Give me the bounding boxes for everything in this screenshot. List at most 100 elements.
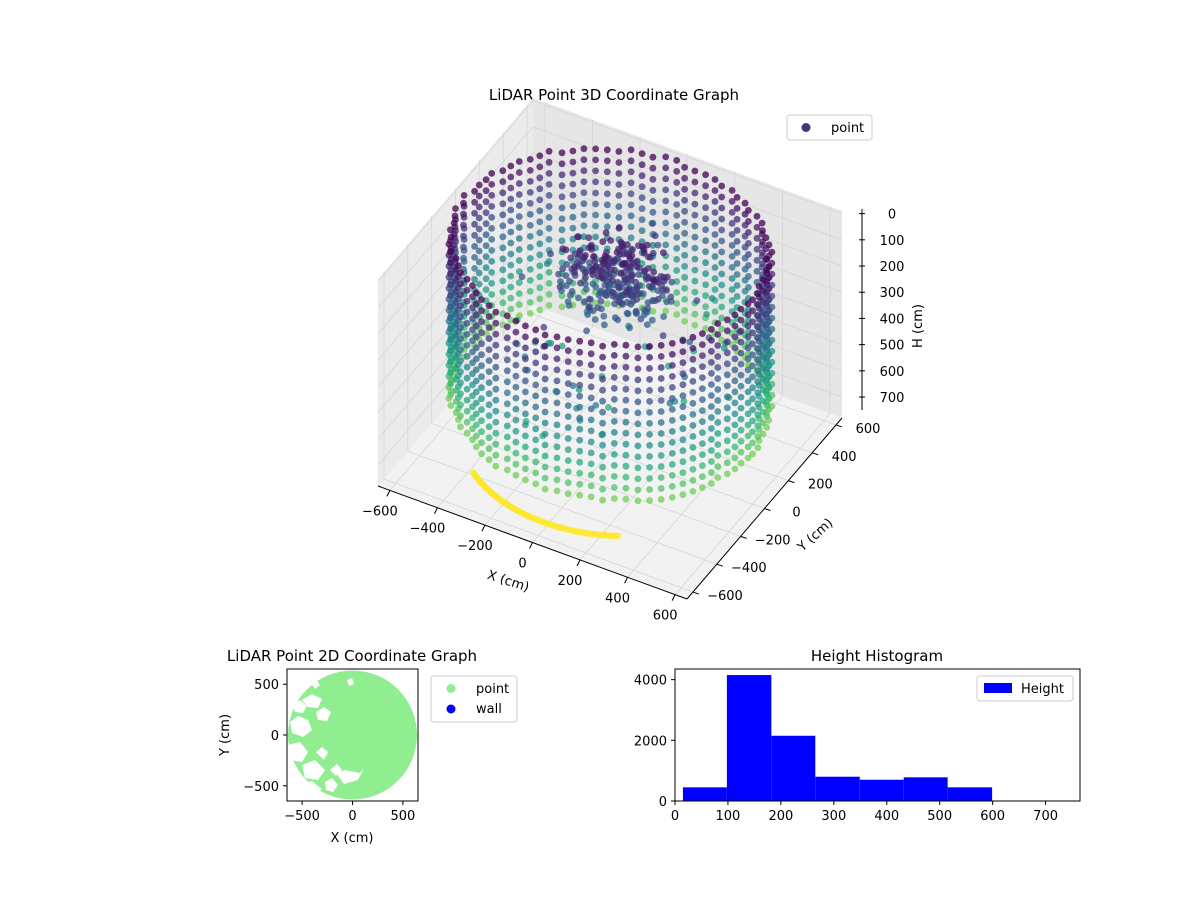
lidar-point (733, 194, 741, 201)
lidar-point (634, 354, 642, 362)
lidar-point (447, 402, 455, 409)
lidar-point (691, 200, 699, 208)
lidar-point (576, 370, 584, 378)
lidar-point (592, 178, 599, 186)
lidar-point (634, 431, 642, 439)
lidar-point (699, 374, 706, 381)
lidar-point (447, 347, 455, 354)
lidar-point (681, 229, 688, 237)
lidar-point (660, 277, 668, 285)
lidar-point (576, 447, 584, 455)
lidar-point (711, 242, 719, 249)
lidar-point (660, 249, 667, 257)
lidar-point (662, 230, 670, 238)
lidar-point (507, 206, 515, 214)
lidar-point (635, 271, 642, 278)
lidar-point (668, 373, 676, 380)
lidar-point (648, 220, 656, 227)
lidar-point (702, 226, 709, 234)
lidar-point (488, 214, 496, 221)
lidar-point (657, 419, 665, 426)
lidar-point (587, 449, 595, 457)
lidar-point (447, 270, 455, 277)
x-axis-label-2d: X (cm) (331, 831, 374, 846)
lidar-point (649, 307, 657, 315)
lidar-point (499, 244, 507, 252)
lidar-point (681, 174, 688, 182)
lidar-point (472, 399, 480, 407)
lidar-point (472, 410, 480, 418)
lidar-point (478, 384, 485, 392)
lidar-point (605, 404, 612, 411)
lidar-point (626, 254, 634, 262)
lidar-point (503, 367, 511, 375)
histogram-bar (682, 787, 727, 801)
x-tick (671, 594, 676, 601)
lidar-point (718, 314, 726, 322)
lidar-point (532, 370, 540, 378)
lidar-point (457, 302, 464, 310)
lidar-point (463, 297, 471, 305)
lidar-point (507, 162, 515, 170)
lidar-point (587, 405, 595, 413)
lidar-point (526, 178, 534, 185)
lidar-point (649, 175, 657, 183)
x-tick (386, 490, 391, 497)
lidar-point (545, 158, 553, 166)
lidar-point (679, 425, 687, 433)
lidar-point (482, 198, 490, 206)
lidar-point (463, 352, 471, 360)
lidar-point (702, 303, 709, 311)
lidar-point (615, 214, 623, 221)
lidar-point (759, 375, 767, 383)
lidar-point (541, 452, 549, 460)
lidar-point (463, 275, 471, 283)
lidar-point (718, 270, 726, 278)
lidar-point (754, 367, 762, 375)
lidar-point (646, 254, 654, 261)
scatter-3d-plot: LiDAR Point 3D Coordinate Graph −600 −400… (362, 86, 926, 624)
lidar-point (679, 447, 687, 455)
lidar-point (499, 266, 507, 274)
lidar-point (564, 336, 572, 343)
lidar-point (668, 417, 676, 424)
lidar-point (745, 284, 752, 291)
grid-line (407, 450, 717, 565)
lidar-point (689, 389, 697, 396)
lidar-point (499, 222, 507, 230)
lidar-point (711, 275, 719, 282)
lidar-point (536, 196, 544, 204)
lidar-point (594, 304, 602, 311)
lidar-point (699, 440, 706, 447)
lidar-point (689, 466, 697, 473)
lidar-point (728, 231, 736, 238)
lidar-point (657, 375, 665, 382)
lidar-point (723, 437, 731, 445)
lidar-point (507, 294, 515, 302)
lidar-point (532, 447, 540, 455)
lidar-point (728, 242, 736, 249)
x-tick-label-histogram: 100 (716, 809, 741, 824)
lidar-point (662, 219, 670, 227)
lidar-point (689, 400, 697, 407)
empty-region (302, 760, 325, 780)
lidar-point (488, 181, 496, 188)
lidar-point (723, 448, 731, 456)
lidar-point (512, 427, 520, 435)
lidar-point (553, 476, 561, 484)
lidar-point (499, 288, 507, 296)
x-tick-label-3d: 400 (605, 591, 630, 606)
lidar-point (733, 205, 741, 212)
lidar-point (744, 311, 752, 319)
z-tick-label-3d: 700 (880, 391, 905, 406)
lidar-point (536, 251, 544, 259)
lidar-point (613, 249, 621, 256)
lidar-point (673, 245, 681, 252)
lidar-point (668, 340, 676, 347)
lidar-point (482, 209, 490, 217)
lidar-point (499, 167, 507, 175)
lidar-point (603, 146, 611, 154)
lidar-point (485, 313, 493, 320)
lidar-point (576, 425, 584, 433)
lidar-point (753, 212, 761, 220)
